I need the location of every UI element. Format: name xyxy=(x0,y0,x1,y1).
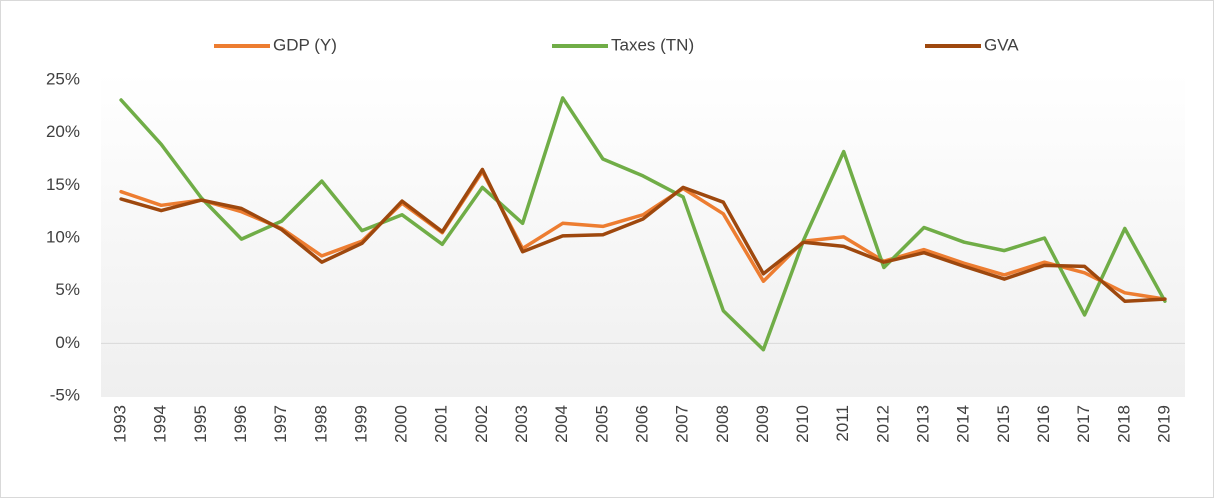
x-tick-label: 2008 xyxy=(713,405,732,443)
x-tick-label: 2007 xyxy=(673,405,692,443)
x-tick-label: 2005 xyxy=(592,405,611,443)
x-tick-label: 2017 xyxy=(1074,405,1093,443)
x-tick-label: 2009 xyxy=(753,405,772,443)
x-tick-label: 2010 xyxy=(793,405,812,443)
x-tick-label: 1999 xyxy=(351,405,370,443)
x-tick-label: 1996 xyxy=(231,405,250,443)
series-line xyxy=(119,167,1167,303)
x-tick-label: 2004 xyxy=(552,405,571,443)
legend-label: Taxes (TN) xyxy=(611,35,694,54)
x-tick-label: 2016 xyxy=(1034,405,1053,443)
y-tick-label: 15% xyxy=(46,175,80,194)
x-tick-label: 2018 xyxy=(1114,405,1133,443)
x-tick-label: 2003 xyxy=(512,405,531,443)
y-tick-label: 20% xyxy=(46,122,80,141)
plot-background xyxy=(101,72,1185,397)
series-line xyxy=(119,169,1167,301)
x-tick-label: 1995 xyxy=(191,405,210,443)
x-tick-label: 2000 xyxy=(392,405,411,443)
x-tick-label: 1997 xyxy=(271,405,290,443)
legend-label: GVA xyxy=(984,35,1019,54)
y-tick-label: 0% xyxy=(55,333,80,352)
x-tick-label: 2012 xyxy=(873,405,892,443)
x-tick-label: 2014 xyxy=(954,405,973,443)
x-tick-label: 2013 xyxy=(914,405,933,443)
y-tick-label: 10% xyxy=(46,227,80,246)
x-tick-label: 1998 xyxy=(311,405,330,443)
legend-label: GDP (Y) xyxy=(273,35,337,54)
y-tick-label: -5% xyxy=(50,385,80,404)
series-line xyxy=(119,96,1167,352)
x-tick-label: 2001 xyxy=(432,405,451,443)
y-tick-label: 25% xyxy=(46,69,80,88)
x-tick-label: 2006 xyxy=(632,405,651,443)
x-tick-label: 1993 xyxy=(111,405,130,443)
y-tick-label: 5% xyxy=(55,280,80,299)
x-tick-label: 1994 xyxy=(151,405,170,443)
x-tick-label: 2015 xyxy=(994,405,1013,443)
x-tick-label: 2002 xyxy=(472,405,491,443)
x-tick-label: 2011 xyxy=(833,405,852,442)
x-tick-label: 2019 xyxy=(1154,405,1173,443)
